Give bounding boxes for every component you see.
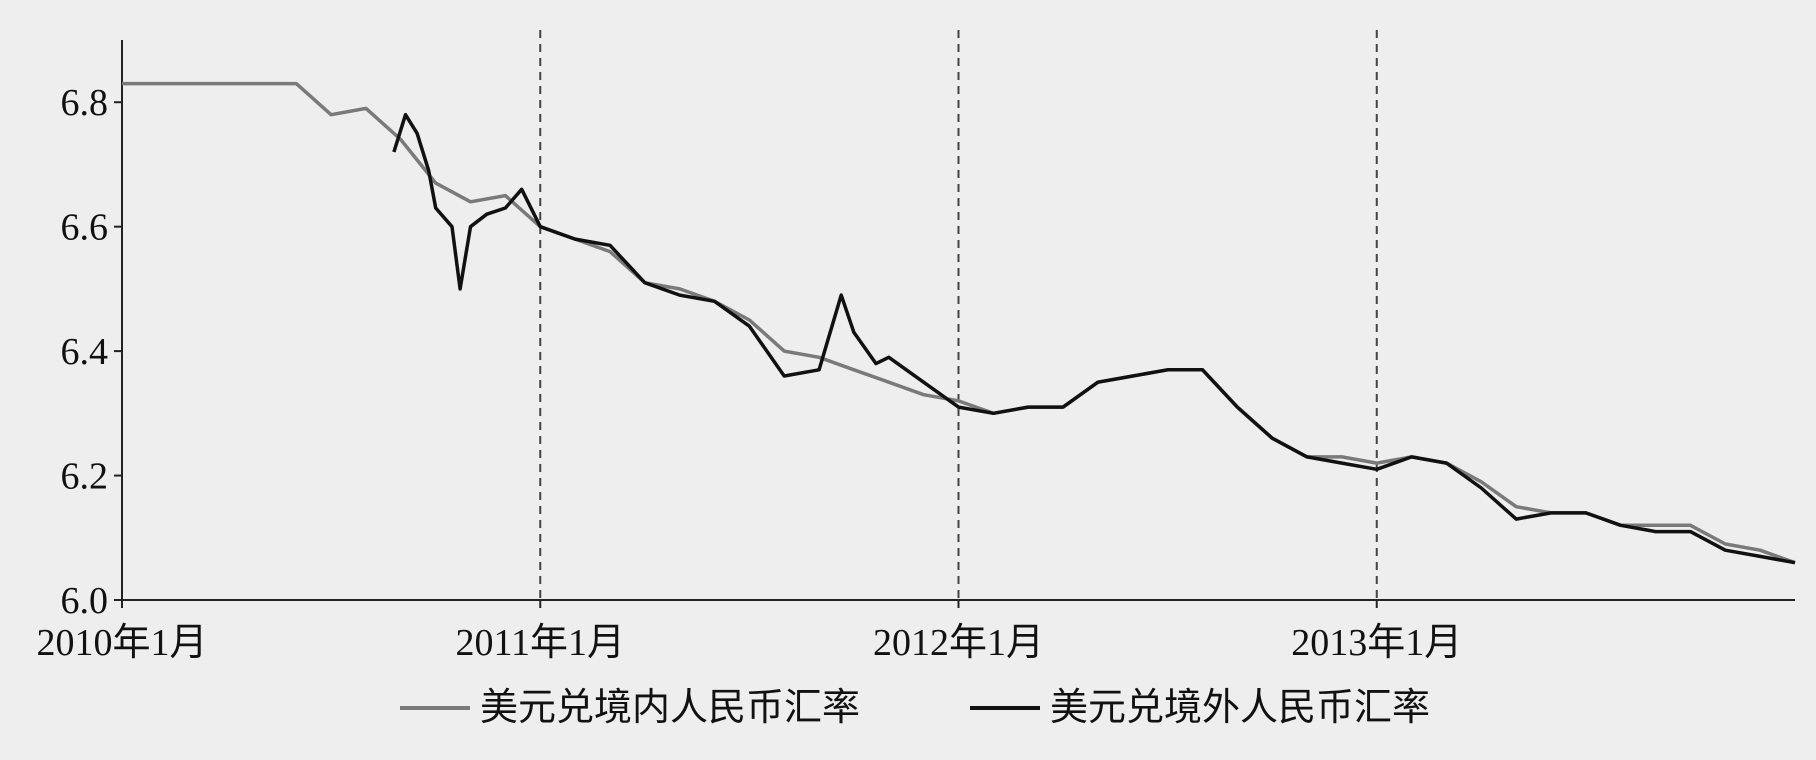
x-tick-label: 2013年1月	[1291, 622, 1462, 664]
series-layer	[122, 81, 1796, 565]
y-tick-label: 6.2	[61, 456, 109, 498]
tick-labels-layer: 6.0 6.2 6.4 6.6 6.8 2010年1月 2011年1月 2012年1月 2013…	[36, 82, 1462, 664]
y-tick-label: 6.8	[61, 82, 109, 124]
legend-label: 美元兑境外人民币汇率	[1050, 687, 1430, 729]
x-tick-label: 2010年1月	[36, 622, 207, 664]
legend-label: 美元兑境内人民币汇率	[480, 687, 860, 729]
axes-layer	[114, 40, 1795, 608]
series-line-offshore	[392, 112, 1796, 565]
y-tick-label: 6.0	[61, 580, 109, 622]
series-line-onshore	[122, 81, 1796, 565]
x-tick-label: 2012年1月	[873, 622, 1044, 664]
grid-layer	[539, 30, 1378, 600]
legend: 美元兑境内人民币汇率 美元兑境外人民币汇率	[400, 687, 1430, 729]
x-tick-label: 2011年1月	[455, 622, 625, 664]
y-tick-label: 6.4	[61, 331, 109, 373]
y-tick-label: 6.6	[61, 207, 109, 249]
